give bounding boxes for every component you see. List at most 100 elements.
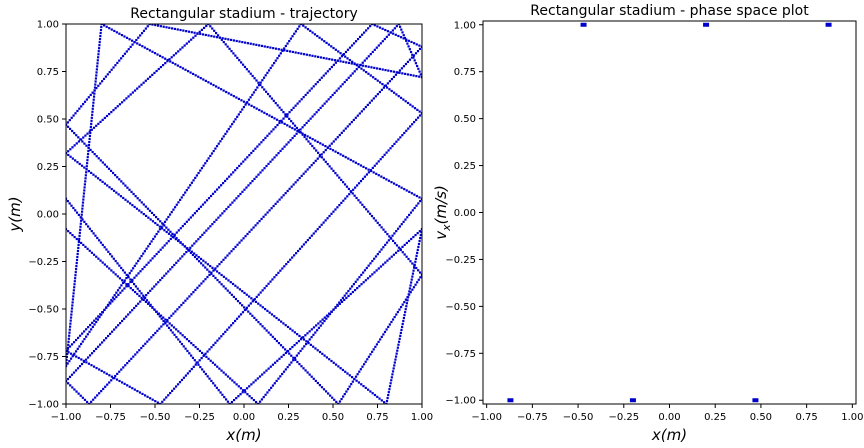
trajectory-point: [173, 27, 177, 31]
trajectory-point: [255, 79, 258, 82]
trajectory-point: [310, 164, 313, 167]
trajectory-point: [90, 229, 93, 233]
trajectory-point: [413, 59, 416, 62]
trajectory-point: [286, 350, 289, 353]
trajectory-point: [298, 363, 301, 366]
trajectory-point: [395, 352, 398, 355]
trajectory-point: [220, 273, 223, 277]
trajectory-point: [134, 285, 138, 288]
trajectory-point: [98, 239, 101, 242]
trajectory-point: [308, 330, 311, 333]
trajectory-point: [105, 165, 109, 168]
trajectory-point: [189, 251, 193, 254]
trajectory-point: [197, 238, 200, 241]
trajectory-point: [264, 307, 267, 311]
trajectory-point: [206, 375, 209, 378]
trajectory-point: [211, 266, 214, 269]
trajectory-point: [157, 67, 160, 71]
trajectory-point: [91, 107, 94, 110]
trajectory-point: [316, 329, 319, 332]
trajectory-point: [271, 278, 274, 281]
trajectory-point: [66, 123, 68, 126]
trajectory-point: [215, 145, 219, 148]
trajectory-point: [250, 383, 253, 386]
trajectory-point: [407, 239, 411, 243]
trajectory-point: [248, 230, 251, 233]
trajectory-point: [296, 102, 299, 105]
trajectory-point: [243, 308, 247, 312]
trajectory-point: [124, 364, 127, 367]
trajectory-point: [288, 50, 292, 53]
trajectory-point: [71, 355, 74, 358]
trajectory-point: [283, 145, 286, 148]
trajectory-point: [104, 385, 107, 388]
trajectory-point: [146, 77, 150, 80]
trajectory-point: [372, 348, 375, 351]
trajectory-point: [394, 355, 398, 358]
trajectory-point: [113, 294, 116, 297]
trajectory-point: [393, 364, 396, 367]
trajectory-point: [316, 140, 319, 144]
trajectory-point: [237, 395, 240, 398]
trajectory-point: [397, 343, 400, 346]
trajectory-point: [280, 355, 283, 358]
trajectory-point: [273, 276, 276, 279]
trajectory-point: [419, 236, 422, 240]
trajectory-point: [271, 64, 274, 67]
trajectory-point: [88, 134, 92, 138]
trajectory-point: [382, 246, 385, 249]
trajectory-point: [152, 237, 155, 241]
trajectory-point: [420, 228, 422, 231]
trajectory-point: [174, 52, 178, 55]
trajectory-point: [218, 367, 221, 370]
trajectory-point: [131, 204, 134, 207]
x-tick-label: 0.25: [277, 412, 299, 423]
trajectory-point: [367, 55, 370, 58]
trajectory-point: [120, 33, 124, 37]
trajectory-point: [353, 194, 356, 197]
trajectory-point: [412, 286, 416, 289]
trajectory-point: [195, 209, 199, 213]
trajectory-point: [181, 225, 184, 228]
trajectory-point: [98, 44, 101, 47]
trajectory-point: [210, 346, 213, 349]
trajectory-point: [268, 389, 271, 392]
trajectory-point: [384, 230, 387, 233]
trajectory-point: [265, 284, 268, 288]
trajectory-point: [367, 355, 371, 358]
trajectory-point: [160, 225, 163, 228]
trajectory-point: [152, 334, 155, 337]
trajectory-point: [67, 351, 70, 354]
trajectory-point: [352, 188, 355, 191]
trajectory-point: [347, 76, 350, 79]
trajectory-point: [183, 44, 186, 47]
trajectory-point: [273, 156, 276, 159]
trajectory-point: [415, 43, 418, 46]
trajectory-point: [74, 338, 78, 342]
trajectory-point: [392, 253, 396, 256]
trajectory-point: [66, 362, 69, 365]
trajectory-point: [416, 116, 420, 119]
trajectory-point: [70, 307, 74, 310]
trajectory-point: [70, 313, 73, 316]
trajectory-point: [284, 113, 287, 116]
trajectory-point: [376, 395, 379, 398]
trajectory-point: [231, 282, 235, 286]
trajectory-point: [291, 35, 294, 38]
trajectory-point: [288, 40, 291, 43]
trajectory-point: [360, 33, 364, 36]
trajectory-point: [359, 164, 363, 167]
trajectory-point: [377, 267, 380, 270]
trajectory-point: [296, 27, 299, 30]
trajectory-point: [138, 294, 141, 298]
trajectory-point: [179, 227, 182, 230]
trajectory-point: [236, 286, 239, 289]
trajectory-point: [266, 391, 269, 394]
trajectory-point: [75, 211, 79, 214]
trajectory-point: [208, 270, 211, 273]
trajectory-point: [299, 24, 303, 26]
trajectory-point: [81, 218, 84, 221]
trajectory-point: [84, 180, 87, 183]
trajectory-point: [387, 394, 390, 397]
trajectory-point: [398, 225, 402, 228]
